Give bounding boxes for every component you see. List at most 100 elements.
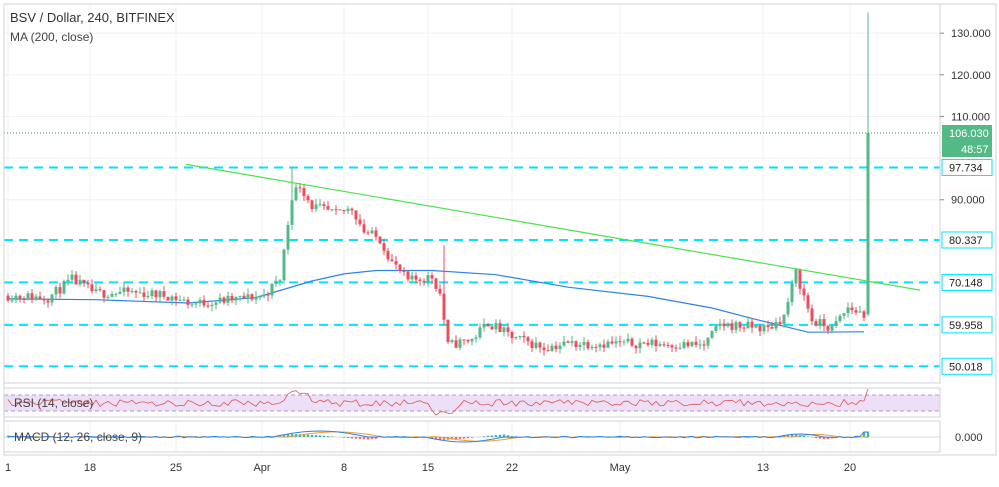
candle-body xyxy=(598,344,602,348)
indicator-panes xyxy=(4,388,940,443)
candle-body xyxy=(686,342,690,347)
candle-body xyxy=(134,291,138,293)
candle-body xyxy=(322,204,326,207)
candle-body xyxy=(146,295,150,297)
candle-body xyxy=(366,232,370,234)
macd-histogram-bar xyxy=(866,431,870,437)
macd-histogram-bar xyxy=(454,437,458,440)
level-badge-label: 59.958 xyxy=(949,320,983,332)
candle-body xyxy=(622,341,626,343)
y-tick-label: 130.000 xyxy=(951,28,991,40)
y-tick-label: 120.000 xyxy=(951,70,991,82)
macd-histogram-bar xyxy=(306,434,310,437)
level-badge-label: 70.148 xyxy=(949,277,983,289)
candle-body xyxy=(778,321,782,325)
candle-body xyxy=(26,293,30,300)
candle-body xyxy=(62,281,66,294)
candle-body xyxy=(166,296,170,301)
candle-body xyxy=(78,279,82,285)
candle-body xyxy=(854,310,858,313)
rsi-label: RSI (14, close) xyxy=(14,396,93,410)
candle-body xyxy=(586,342,590,349)
candle-body xyxy=(334,209,338,211)
candle-body xyxy=(434,278,438,289)
candle-body xyxy=(238,295,242,297)
candle-body xyxy=(66,279,70,282)
macd-histogram-bar xyxy=(822,437,826,440)
candle-body xyxy=(302,188,306,197)
moving-average xyxy=(7,269,865,333)
candle-body xyxy=(90,284,94,292)
macd-axis-label: 0.000 xyxy=(955,432,983,444)
candle-body xyxy=(266,294,270,296)
candle-body xyxy=(198,299,202,304)
candle-body xyxy=(38,296,42,300)
candle-body xyxy=(726,323,730,327)
x-tick-label: 1 xyxy=(5,462,11,474)
candle-body xyxy=(454,340,458,348)
level-badge xyxy=(941,273,993,291)
macd-histogram-bar xyxy=(326,436,330,437)
candle-body xyxy=(418,279,422,281)
candle-body xyxy=(522,335,526,338)
candle-body xyxy=(614,341,618,344)
candle-body xyxy=(626,338,630,342)
candle-body xyxy=(378,236,382,244)
candle-body xyxy=(182,299,186,301)
macd-histogram-bar xyxy=(498,434,502,437)
level-badge xyxy=(941,231,993,249)
candle-body xyxy=(542,347,546,351)
candle-body xyxy=(770,327,774,329)
candle-body xyxy=(582,342,586,345)
candle-body xyxy=(350,208,354,211)
candle-body xyxy=(846,307,850,314)
candle-body xyxy=(58,287,62,294)
macd-histogram-bar xyxy=(370,437,374,439)
candle-body xyxy=(702,344,706,346)
rsi-line xyxy=(7,388,869,416)
candle-body xyxy=(110,294,114,297)
candle-body xyxy=(194,303,198,305)
macd-histogram-bar xyxy=(298,434,302,437)
macd-histogram-bar xyxy=(490,435,494,437)
candle-body xyxy=(742,327,746,329)
level-badge xyxy=(941,159,993,177)
candle-body xyxy=(498,323,502,333)
macd-histogram-bar xyxy=(358,437,362,440)
candle-body xyxy=(818,319,822,325)
candle-body xyxy=(82,279,86,283)
candle-body xyxy=(594,346,598,348)
candle-body xyxy=(450,340,454,343)
candle-body xyxy=(210,304,214,307)
candle-body xyxy=(150,290,154,296)
macd-histogram-bar xyxy=(494,435,498,437)
candle-body xyxy=(206,305,210,307)
candle-body xyxy=(526,337,530,342)
macd-histogram-bar xyxy=(458,437,462,439)
candle-body xyxy=(486,323,490,327)
macd-histogram-bar xyxy=(366,437,370,440)
candle-body xyxy=(362,224,366,233)
macd-histogram-bar xyxy=(278,435,282,437)
candle-body xyxy=(574,341,578,347)
candle-body xyxy=(274,280,278,284)
candle-body xyxy=(638,342,642,349)
macd-histogram-bar xyxy=(290,434,294,437)
x-tick-label: May xyxy=(610,462,631,474)
candle-body xyxy=(122,287,126,293)
panel-frames xyxy=(3,3,997,456)
candle-body xyxy=(258,296,262,298)
candle-body xyxy=(286,224,290,250)
candle-body xyxy=(250,294,254,300)
macd-histogram-bar xyxy=(470,437,474,438)
candle-body xyxy=(42,299,46,301)
x-tick-label: 13 xyxy=(757,462,769,474)
candle-body xyxy=(118,292,122,294)
candle-body xyxy=(826,326,830,331)
macd-histogram-bar xyxy=(466,437,470,439)
candle-body xyxy=(746,321,750,329)
candle-body xyxy=(242,295,246,299)
candle-body xyxy=(634,345,638,349)
candle-body xyxy=(174,296,178,301)
